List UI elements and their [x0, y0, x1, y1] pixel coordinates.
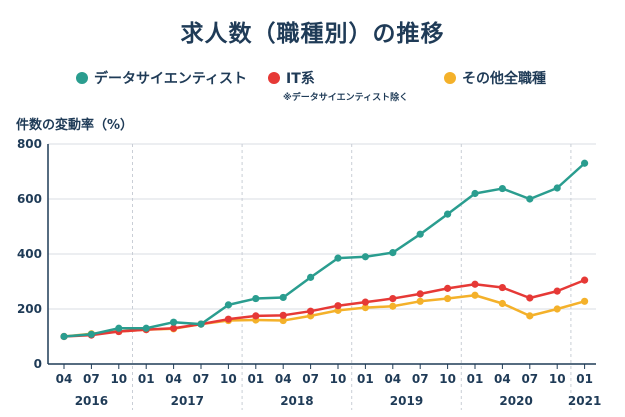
data-point-s0-6 [224, 301, 232, 309]
x-tick-label: 07 [412, 372, 429, 386]
data-point-s0-11 [361, 253, 369, 261]
data-point-s0-17 [526, 195, 534, 203]
x-tick-label: 04 [165, 372, 182, 386]
legend: データサイエンティスト IT系 ※データサイエンティスト除く その他全職種 [0, 68, 625, 108]
data-point-s1-16 [498, 283, 506, 292]
data-point-s0-8 [279, 293, 287, 302]
year-label: 2017 [171, 394, 204, 408]
data-point-s0-18 [553, 184, 561, 192]
data-point-s2-15 [471, 291, 479, 299]
legend-dot-data-scientist [76, 72, 88, 84]
year-label: 2021 [568, 394, 601, 408]
year-label: 2020 [499, 394, 532, 408]
x-tick-label: 01 [576, 372, 593, 386]
x-tick-label: 10 [549, 372, 566, 386]
data-point-s0-9 [307, 273, 315, 281]
data-point-s0-13 [416, 230, 424, 238]
data-point-s0-16 [498, 184, 506, 193]
data-point-s2-13 [416, 297, 424, 305]
data-point-s2-8 [279, 316, 287, 325]
data-point-s1-12 [389, 294, 397, 303]
chart-title: 求人数（職種別）の推移 [180, 21, 445, 47]
data-point-s2-17 [526, 312, 534, 320]
data-point-s0-10 [334, 254, 342, 262]
y-tick-label: 0 [34, 357, 42, 371]
y-tick-label: 800 [17, 137, 42, 151]
legend-dot-other [444, 72, 456, 84]
data-point-s1-14 [444, 284, 452, 292]
x-tick-label: 04 [56, 372, 73, 386]
x-tick-label: 10 [330, 372, 347, 386]
data-point-s1-15 [471, 280, 479, 288]
legend-item-other: その他全職種 [444, 68, 546, 88]
data-point-s0-19 [581, 159, 589, 167]
x-tick-label: 07 [193, 372, 210, 386]
x-tick-label: 10 [220, 372, 237, 386]
data-point-s2-16 [498, 299, 506, 308]
x-tick-label: 07 [83, 372, 100, 386]
x-tick-label: 04 [384, 372, 401, 386]
data-point-s1-13 [416, 290, 424, 298]
data-point-s2-14 [444, 294, 452, 303]
year-label: 2019 [390, 394, 423, 408]
x-tick-label: 04 [494, 372, 511, 386]
series-line-0 [63, 162, 586, 338]
y-tick-label: 600 [17, 192, 42, 206]
data-point-s1-11 [361, 298, 369, 306]
data-point-s0-14 [444, 210, 452, 218]
year-label: 2018 [280, 394, 313, 408]
data-point-s2-18 [553, 305, 561, 313]
data-point-s0-2 [115, 324, 123, 332]
data-point-s2-12 [389, 302, 397, 310]
data-point-s0-7 [252, 294, 260, 303]
legend-item-data-scientist: データサイエンティスト [76, 68, 247, 88]
x-tick-label: 01 [467, 372, 484, 386]
x-tick-label: 01 [247, 372, 264, 386]
x-tick-label: 10 [110, 372, 127, 386]
y-axis-label: 件数の変動率（%） [16, 118, 134, 133]
data-point-s1-8 [279, 311, 287, 319]
data-point-s2-19 [581, 297, 589, 305]
data-point-s1-9 [307, 307, 315, 315]
data-point-s2-11 [361, 304, 369, 312]
data-point-s0-15 [471, 189, 479, 198]
legend-label-it: IT系 [286, 71, 315, 87]
data-point-s0-5 [197, 320, 205, 328]
data-point-s0-4 [170, 318, 178, 326]
x-tick-label: 07 [302, 372, 319, 386]
data-point-s1-6 [224, 315, 232, 323]
x-tick-label: 01 [357, 372, 374, 386]
data-point-s1-19 [581, 276, 589, 284]
data-point-s0-3 [142, 324, 150, 332]
data-point-s0-1 [87, 330, 95, 338]
data-point-s1-4 [170, 324, 178, 332]
data-point-s0-0 [60, 332, 68, 341]
data-point-s1-18 [553, 287, 561, 295]
legend-label-other: その他全職種 [462, 71, 546, 87]
year-label: 2016 [75, 394, 108, 408]
legend-note: ※データサイエンティスト除く [283, 93, 409, 103]
series-line-1 [63, 278, 586, 338]
legend-dot-it [268, 72, 280, 84]
y-tick-label: 400 [17, 247, 42, 261]
data-point-s1-10 [334, 302, 342, 310]
y-tick-label: 200 [17, 302, 42, 316]
legend-label-data-scientist: データサイエンティスト [94, 71, 248, 87]
data-point-s1-7 [252, 312, 260, 320]
x-tick-label: 07 [521, 372, 538, 386]
x-tick-label: 04 [275, 372, 292, 386]
x-tick-label: 10 [439, 372, 456, 386]
legend-item-it: IT系 [268, 68, 315, 88]
x-tick-label: 01 [138, 372, 155, 386]
data-point-s0-12 [389, 249, 397, 257]
data-point-s1-17 [526, 294, 534, 302]
